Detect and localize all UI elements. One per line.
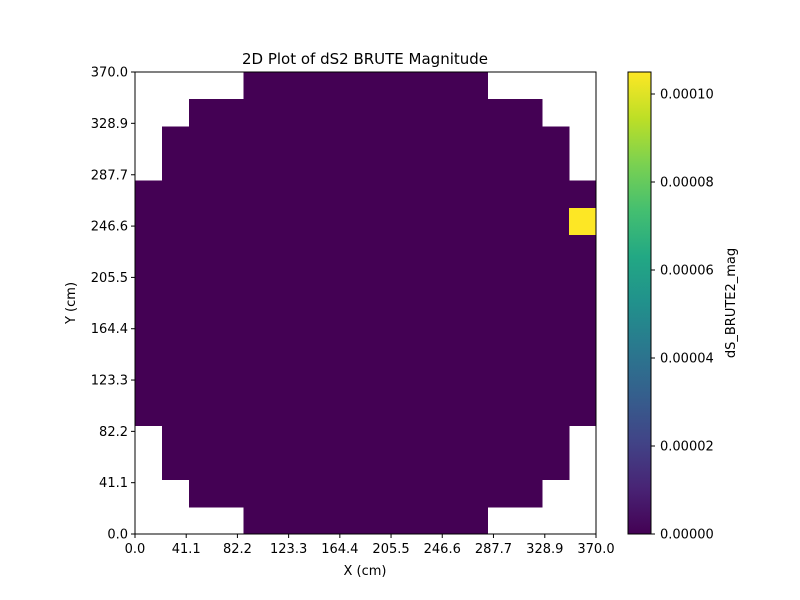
x-tick-label: 123.3 <box>270 542 307 557</box>
y-tick-label: 205.5 <box>91 271 128 286</box>
x-tick-label: 246.6 <box>424 542 461 557</box>
plot-frame <box>134 71 597 535</box>
heatmap-row <box>162 425 570 453</box>
y-tick-label: 370.0 <box>91 66 128 81</box>
y-axis: 0.0 41.1 82.2 123.3 164.4 205.5 246.6 287.7 328.… <box>91 66 135 543</box>
x-tick-label: 328.9 <box>526 542 563 557</box>
colorbar-ticks: 0.00000 0.00002 0.00004 0.00006 0.00008 0.000… <box>651 88 714 543</box>
y-tick-label: 328.9 <box>91 117 128 132</box>
colorbar-tick-label: 0.00000 <box>660 528 714 543</box>
chart-title: 2D Plot of dS2 BRUTE Magnitude <box>242 50 488 68</box>
colorbar-tick-label: 0.00002 <box>660 440 714 455</box>
heatmap-row <box>135 180 597 209</box>
y-axis-label: Y (cm) <box>64 282 79 325</box>
x-axis-label: X (cm) <box>344 564 387 579</box>
colorbar-tick-label: 0.00010 <box>660 88 714 103</box>
y-tick-label: 287.7 <box>91 168 128 183</box>
heatmap-row <box>135 207 597 236</box>
x-tick-label: 370.0 <box>577 542 614 557</box>
x-tick-label: 164.4 <box>321 542 358 557</box>
x-tick-label: 41.1 <box>172 542 201 557</box>
heatmap-row <box>243 71 489 100</box>
y-tick-label: 0.0 <box>107 528 128 543</box>
heatmap-row <box>162 126 570 155</box>
heatmap-row <box>135 235 597 263</box>
y-tick-label: 41.1 <box>99 476 128 491</box>
heatmap-row <box>162 153 570 182</box>
heatmap-row <box>162 452 570 481</box>
heatmap-hot-cell <box>568 207 596 236</box>
y-tick-label: 164.4 <box>91 322 128 337</box>
colorbar-label: dS_BRUTE2_mag <box>724 248 739 358</box>
y-tick-label: 82.2 <box>99 425 128 440</box>
heatmap-row <box>135 398 597 426</box>
heatmap-row <box>189 479 543 508</box>
y-tick-label: 246.6 <box>91 220 128 235</box>
heatmap-cells <box>135 71 597 535</box>
heatmap-row <box>135 370 597 399</box>
y-tick-label: 123.3 <box>91 374 128 389</box>
x-tick-label: 0.0 <box>125 542 146 557</box>
x-tick-label: 205.5 <box>372 542 409 557</box>
heatmap-row <box>243 506 489 535</box>
x-tick-label: 287.7 <box>475 542 512 557</box>
x-tick-label: 82.2 <box>223 542 252 557</box>
heatmap-row <box>135 289 597 318</box>
colorbar <box>627 71 652 535</box>
colorbar-tick-label: 0.00006 <box>660 264 714 279</box>
colorbar-tick-label: 0.00008 <box>660 176 714 191</box>
heatmap-row <box>135 343 597 372</box>
heatmap-row <box>135 262 597 290</box>
x-axis: 0.0 41.1 82.2 123.3 164.4 205.5 246.6 287.7 328.… <box>125 534 615 557</box>
heatmap-row <box>189 99 543 127</box>
heatmap-row <box>135 316 597 345</box>
colorbar-tick-label: 0.00004 <box>660 352 714 367</box>
